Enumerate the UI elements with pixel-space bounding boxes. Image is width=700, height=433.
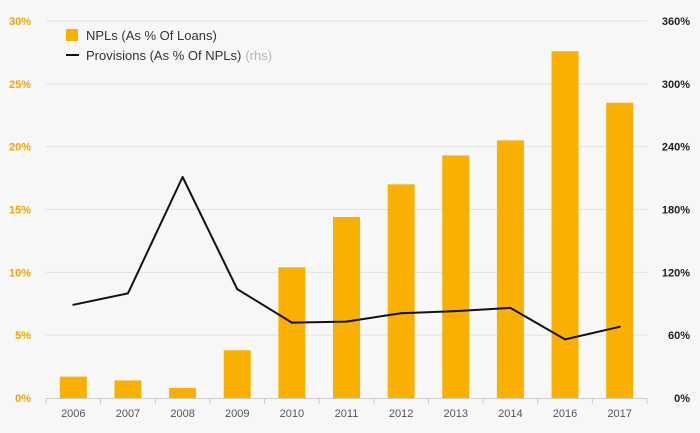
right-tick-label: 120% — [662, 267, 690, 279]
provisions-point-2012 — [400, 312, 403, 315]
right-tick-label: 60% — [668, 330, 690, 342]
provisions-point-2007 — [126, 292, 129, 295]
legend-swatch-npls — [66, 29, 78, 41]
npl-bar-2017 — [606, 102, 634, 398]
right-tick-label: 240% — [662, 142, 690, 154]
provisions-point-2006 — [72, 303, 75, 306]
x-tick-label: 2010 — [280, 408, 304, 420]
legend-label-npls: NPLs (As % Of Loans) — [86, 28, 217, 43]
provisions-point-2010 — [290, 321, 293, 324]
x-tick-label: 2011 — [335, 408, 359, 420]
left-tick-label: 10% — [9, 267, 31, 279]
x-tick-label: 2012 — [389, 408, 413, 420]
npl-bar-2007 — [114, 380, 142, 398]
npl-bar-2006 — [59, 376, 87, 398]
npl-bar-2014 — [496, 140, 524, 398]
x-tick-label: 2016 — [553, 408, 577, 420]
left-tick-label: 20% — [9, 142, 31, 154]
provisions-point-2014 — [509, 306, 512, 309]
provisions-point-2011 — [345, 320, 348, 323]
provisions-point-2017 — [618, 325, 621, 328]
right-tick-label: 300% — [662, 79, 690, 91]
provisions-point-2016 — [564, 338, 567, 341]
npl-bar-2009 — [223, 350, 251, 398]
legend: NPLs (As % Of Loans) Provisions (As % Of… — [66, 28, 272, 63]
x-tick-label: 2008 — [170, 408, 194, 420]
left-tick-label: 0% — [15, 393, 31, 405]
legend-label-provisions: Provisions (As % Of NPLs) (rhs) — [86, 48, 272, 63]
right-tick-label: 180% — [662, 205, 690, 217]
left-tick-label: 25% — [9, 79, 31, 91]
provisions-point-2008 — [181, 176, 184, 179]
right-tick-label: 360% — [662, 16, 690, 28]
right-tick-label: 0% — [674, 393, 690, 405]
x-tick-label: 2007 — [116, 408, 140, 420]
npl-bar-2016 — [551, 51, 579, 398]
x-tick-label: 2009 — [225, 408, 249, 420]
legend-provisions-name: Provisions (As % Of NPLs) — [86, 48, 241, 63]
x-tick-label: 2017 — [607, 408, 631, 420]
x-tick-label: 2014 — [498, 408, 522, 420]
provisions-point-2009 — [236, 288, 239, 291]
x-tick-label: 2006 — [61, 408, 85, 420]
npl-bar-2012 — [387, 184, 415, 398]
provisions-point-2013 — [454, 310, 457, 313]
left-tick-label: 15% — [9, 205, 31, 217]
npl-bar-2011 — [333, 217, 360, 398]
npl-bar-2013 — [442, 155, 470, 398]
left-tick-label: 5% — [15, 330, 31, 342]
npl-bar-2008 — [169, 387, 197, 398]
npl-bars — [59, 51, 634, 398]
axes: 0% 5% 10% 15% 20% 25% 30% 0% 60% 120% 180% 240% 300%… — [9, 16, 690, 420]
left-tick-label: 30% — [9, 16, 31, 28]
legend-provisions-note: (rhs) — [245, 48, 272, 63]
x-tick-label: 2013 — [444, 408, 468, 420]
provisions-line-layer — [72, 176, 621, 341]
npl-bar-2010 — [278, 267, 306, 398]
